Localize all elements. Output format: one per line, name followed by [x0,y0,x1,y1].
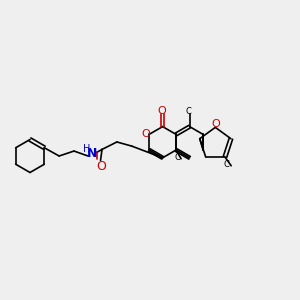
Text: C: C [224,160,230,169]
Text: H: H [83,143,90,154]
Text: N: N [87,147,97,160]
Text: O: O [211,119,220,129]
Text: C: C [175,153,181,162]
Text: O: O [96,160,106,173]
Text: C: C [185,106,191,116]
Text: O: O [158,106,166,116]
Text: O: O [141,129,150,140]
